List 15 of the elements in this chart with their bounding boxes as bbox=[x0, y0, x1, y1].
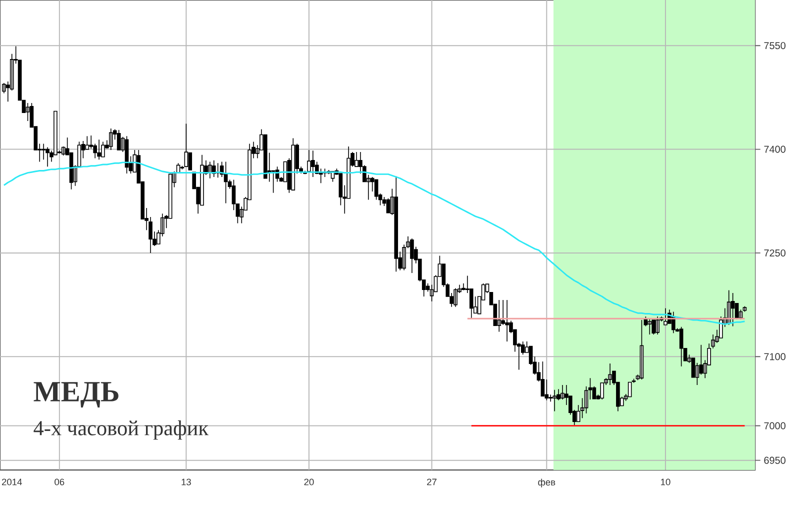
y-tick-label: 6950 bbox=[764, 456, 786, 464]
x-tick-label: фев bbox=[538, 478, 556, 488]
x-tick-label: 27 bbox=[427, 478, 436, 486]
text: 4-х часовой график bbox=[34, 420, 209, 440]
y-tick-label: 7400 bbox=[764, 146, 786, 153]
x-tick-label: 06 bbox=[54, 478, 64, 486]
x-tick-label: 2014 bbox=[2, 478, 22, 486]
y-tick-label: 7550 bbox=[764, 42, 786, 50]
y-tick-label: 7250 bbox=[764, 249, 786, 257]
text: МЕДЬ bbox=[34, 382, 118, 408]
x-tick-label: 13 bbox=[182, 478, 191, 486]
y-tick-label: 7000 bbox=[764, 422, 786, 430]
y-tick-label: 7100 bbox=[764, 353, 786, 360]
x-tick-label: 10 bbox=[661, 478, 670, 486]
x-tick-label: 20 bbox=[304, 478, 314, 486]
